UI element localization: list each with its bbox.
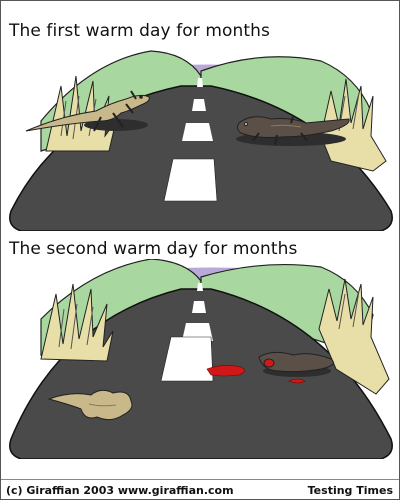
squashed-lizard (47, 389, 133, 421)
lizard (25, 90, 150, 132)
comic-footer: (c) Giraffian 2003 www.giraffian.com Tes… (1, 479, 399, 500)
copyright-notice: (c) Giraffian 2003 www.giraffian.com (6, 484, 234, 497)
lane-mark-near (163, 158, 218, 202)
lane-mark-near (160, 336, 214, 382)
right-grass-tuft (318, 278, 390, 395)
lane-mark-far (197, 78, 203, 87)
lane-mark-2 (192, 99, 206, 111)
lane-mark-3 (182, 123, 213, 141)
panel-1-illustration (9, 50, 393, 231)
blood-splat (206, 365, 245, 377)
lane-mark-2 (192, 301, 206, 313)
left-grass-tuft (40, 283, 114, 362)
lane-mark-far (197, 283, 203, 291)
panel-1-caption: The first warm day for months (9, 21, 271, 41)
panel-2-caption: The second warm day for months (9, 239, 298, 259)
lane-mark-3 (182, 323, 213, 341)
lizard-shadow (84, 119, 148, 131)
panel-2-illustration (9, 259, 393, 459)
newt (236, 116, 350, 146)
series-title: Testing Times (307, 484, 393, 497)
squashed-newt (258, 351, 334, 384)
